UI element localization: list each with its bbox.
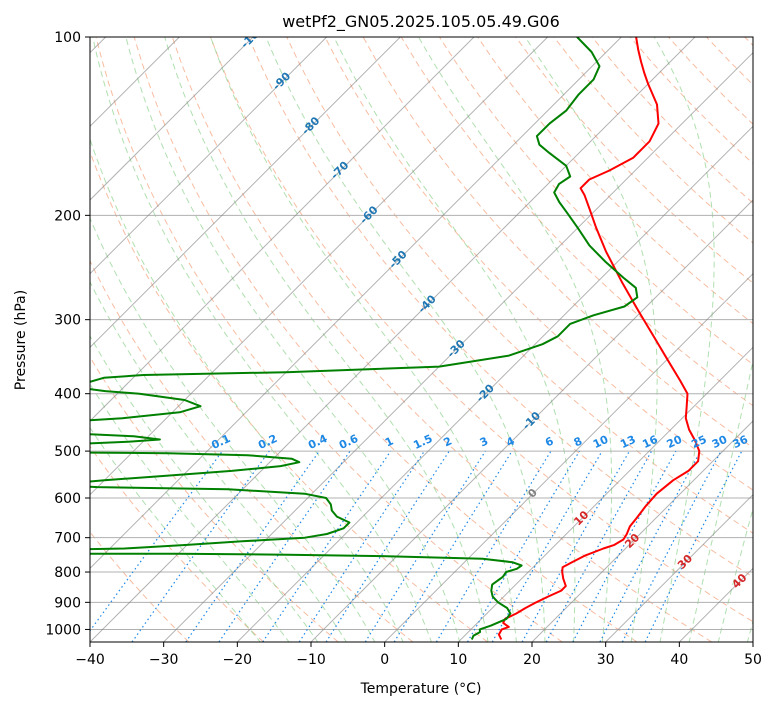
background-lines	[90, 37, 753, 642]
x-tick-label: −40	[75, 652, 105, 668]
mixing-ratio-line	[298, 450, 425, 642]
moist-adiabat-line	[164, 37, 489, 642]
isotherm-line	[90, 37, 401, 349]
dry-adiabat-line	[515, 37, 753, 284]
dewpoint-profile-line	[90, 37, 639, 640]
mixing-ratio-line	[325, 450, 450, 642]
isotherm-line	[531, 420, 753, 642]
x-tick-label: 10	[449, 652, 467, 668]
mixing-ratio-line	[262, 450, 392, 642]
plot-frame	[89, 36, 754, 643]
mixing-ratio-label: 16	[640, 433, 660, 451]
isotherm-line	[90, 37, 549, 496]
y-tick-label: 200	[54, 208, 81, 224]
dry-adiabat-line	[90, 259, 414, 642]
x-tick-label: −30	[149, 652, 179, 668]
moist-adiabat-line	[717, 506, 753, 642]
moist-adiabat-line	[90, 335, 319, 642]
moist-adiabat-line	[524, 37, 658, 642]
isotherm-line	[90, 37, 475, 422]
x-tick-label: 40	[670, 652, 688, 668]
y-tick-label: 500	[54, 444, 81, 460]
moist-adiabat-line	[265, 37, 546, 642]
dry-adiabat-line	[171, 37, 712, 642]
chart-title: wetPf2_GN05.2025.105.05.49.G06	[282, 12, 560, 32]
moist-adiabat-line	[90, 217, 376, 642]
axis-ticks: −40 −30 −20 −10 0 10 20 30 40 50 100 200 300 400 500 60…	[45, 30, 762, 668]
moist-adiabat-line	[333, 37, 576, 642]
mixing-ratio-label: 25	[689, 433, 708, 451]
dry-adiabat-line	[133, 37, 638, 642]
mixing-ratio-line	[572, 450, 677, 642]
moist-adiabat-line	[653, 37, 715, 642]
y-tick-label: 900	[54, 595, 81, 611]
isotherm-line	[90, 37, 696, 642]
mixing-ratio-line	[466, 450, 580, 642]
dry-adiabat-line	[324, 37, 753, 491]
y-tick-label: 400	[54, 387, 81, 403]
mixing-ratio-line	[599, 450, 702, 642]
mixing-ratio-line	[364, 450, 486, 642]
y-tick-label: 700	[54, 531, 81, 547]
moist-adiabat-line	[92, 37, 432, 642]
x-tick-label: −20	[223, 652, 253, 668]
x-axis-label: Temperature (°C)	[360, 681, 482, 697]
mixing-ratio-line	[218, 450, 351, 642]
isotherm-line	[163, 51, 753, 642]
y-axis-label: Pressure (hPa)	[13, 290, 29, 390]
mixing-ratio-label: 30	[710, 433, 730, 451]
isotherm-line	[90, 37, 328, 275]
dry-adiabat-line	[248, 37, 753, 578]
x-tick-label: −10	[296, 652, 326, 668]
isotherm-line	[310, 199, 753, 642]
mixing-ratio-line	[185, 450, 320, 642]
y-tick-label: 300	[54, 313, 81, 329]
isotherm-line	[384, 272, 753, 642]
y-tick-label: 800	[54, 565, 81, 581]
mixing-ratio-line	[393, 450, 513, 642]
mixing-ratio-label: 20	[665, 433, 685, 451]
dry-adiabat-line	[95, 37, 563, 642]
x-tick-label: 50	[744, 652, 762, 668]
dry-adiabat-line	[210, 37, 753, 623]
temperature-profile-line	[497, 37, 701, 640]
isotherm-line	[90, 37, 622, 570]
moist-adiabat-line	[125, 37, 461, 642]
dry-adiabat-line	[286, 37, 753, 534]
moist-adiabat-line	[90, 137, 404, 642]
x-tick-label: 0	[380, 652, 389, 668]
mixing-ratio-line	[435, 450, 552, 642]
moist-adiabat-line	[688, 358, 753, 642]
x-tick-label: 20	[523, 652, 541, 668]
y-tick-label: 1000	[45, 622, 81, 638]
y-tick-label: 600	[54, 491, 81, 507]
isotherm-line	[457, 346, 753, 642]
y-tick-label: 100	[54, 30, 81, 46]
mixing-ratio-label: 36	[731, 433, 751, 451]
moist-adiabat-line	[210, 37, 518, 642]
x-tick-label: 30	[597, 652, 615, 668]
mixing-ratio-label: 13	[618, 433, 637, 451]
isotherm-line	[605, 493, 753, 642]
data-series	[90, 37, 701, 640]
mixing-ratio-label: 10	[591, 433, 611, 451]
isotherm-line	[236, 125, 753, 642]
isotherm-line	[90, 37, 254, 201]
